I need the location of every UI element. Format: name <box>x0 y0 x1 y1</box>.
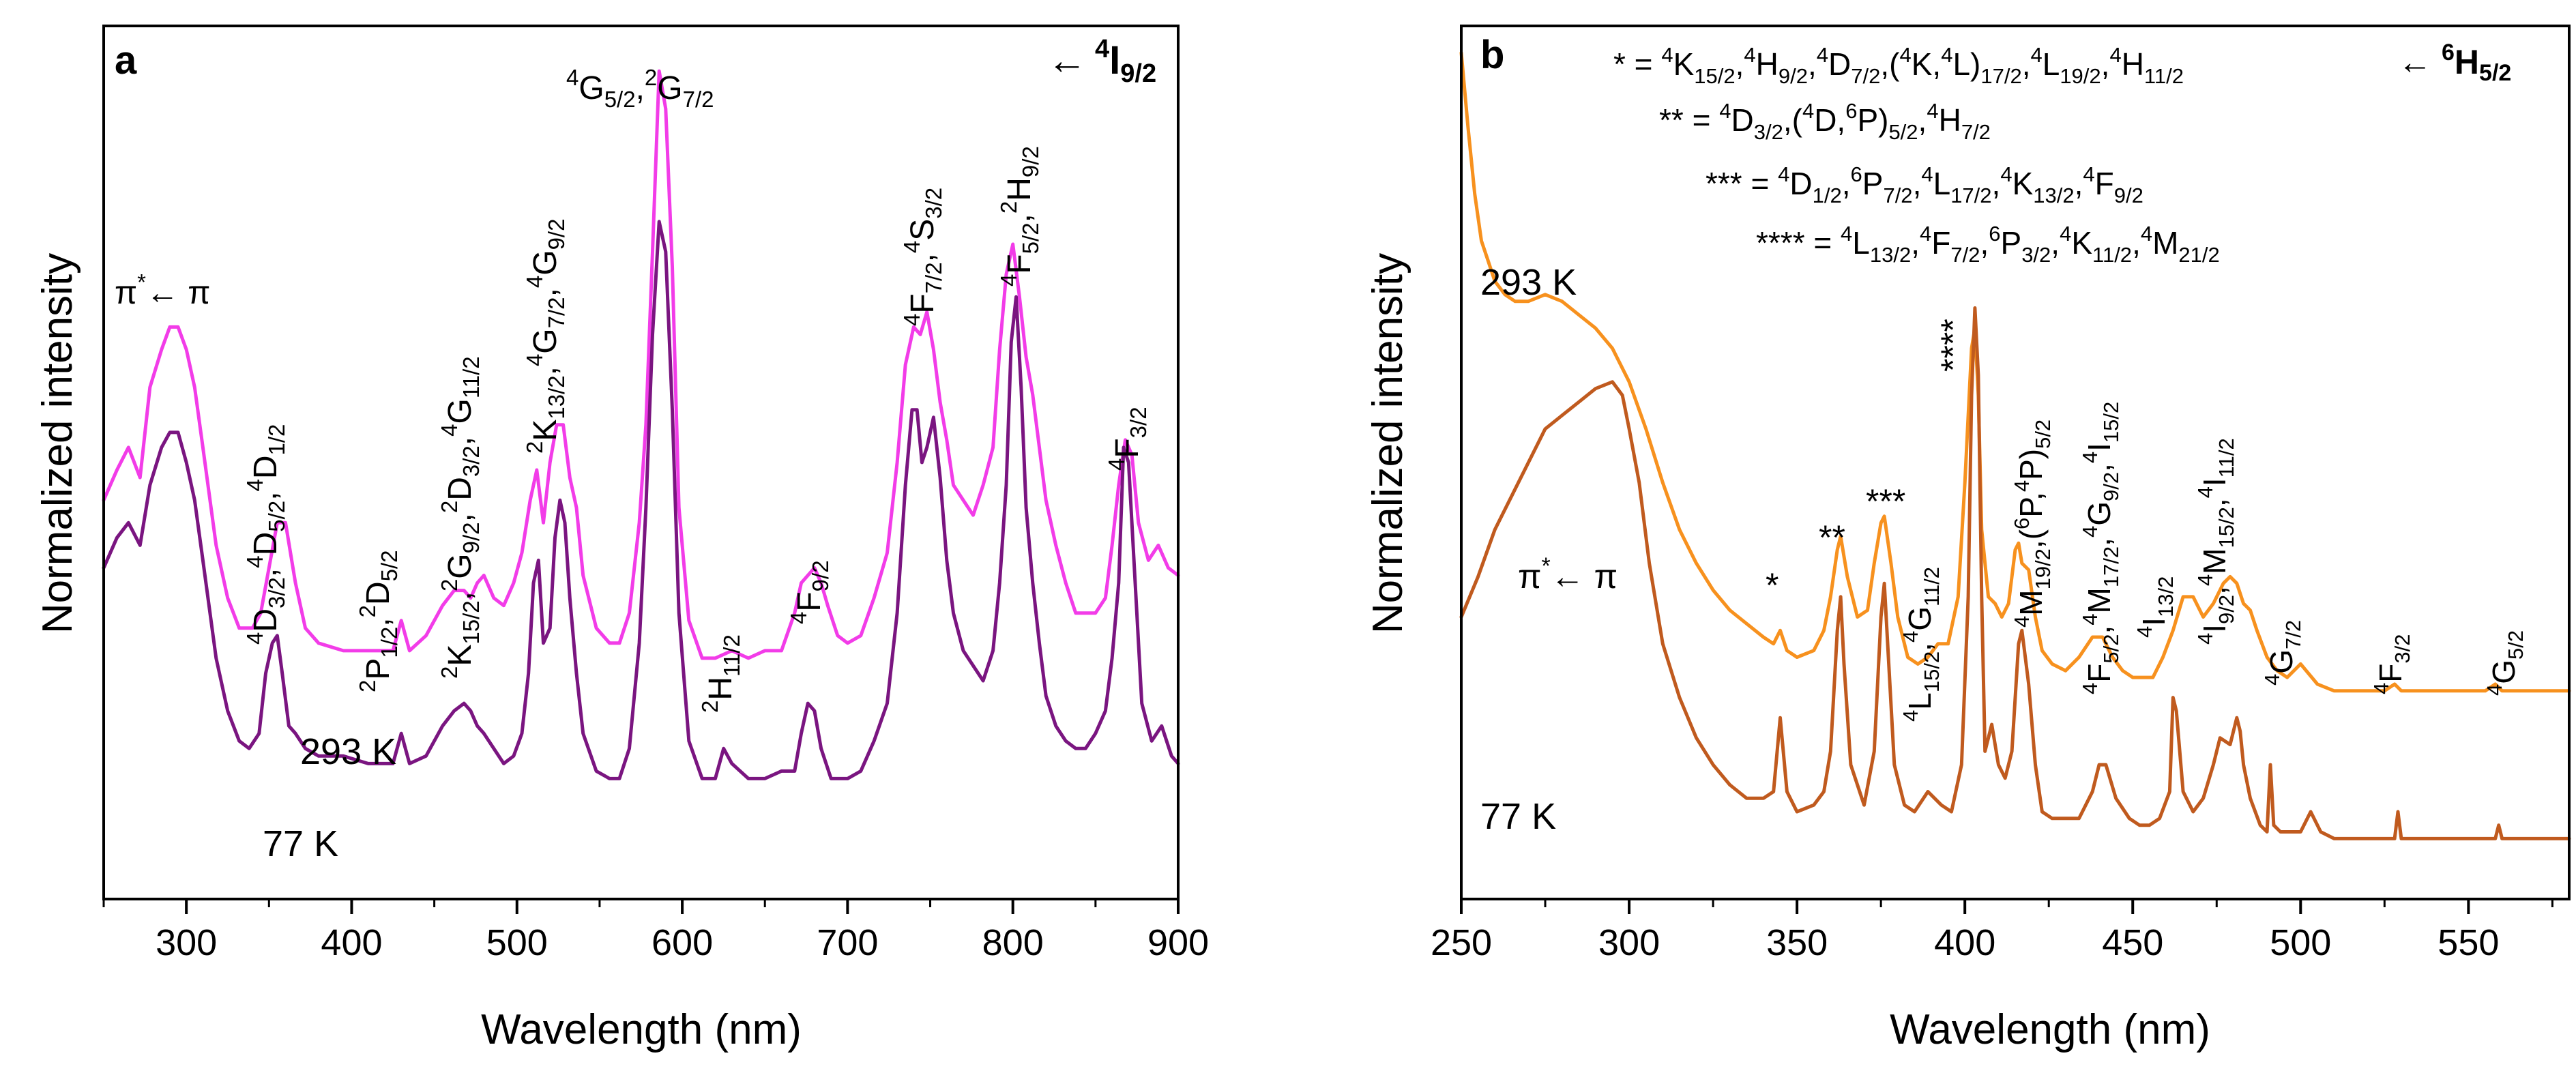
panel-b-legend-line-3: *** = 4D1/2,6P7/2,4L17/2,4K13/2,4F9/2 <box>1706 162 2143 207</box>
panel-b: b ← 6H5/2 250 300 350 400 450 500 550 293 K 77 … <box>1364 25 2571 1053</box>
panel-b-lines <box>1459 50 2571 840</box>
panel-b-xtick-label: 550 <box>2438 922 2499 963</box>
panel-a-label-h112: 2H11/2 <box>697 634 744 713</box>
panel-a-ylabel: Normalized intensity <box>34 253 81 634</box>
panel-b-label-s1: * <box>1766 566 1779 604</box>
panel-b-label-l152: 4L15/2,4G11/2 <box>1899 567 1944 722</box>
panel-a-legend-77k: 77 K <box>263 823 338 864</box>
panel-b-label-g52b: 4G5/2 <box>2483 630 2528 696</box>
panel-a-xtick-label: 500 <box>486 922 548 963</box>
panel-b-xtick-label: 500 <box>2270 922 2331 963</box>
panel-b-frame <box>1460 25 2571 900</box>
panel-b-label-f32b: 4F3/2 <box>2369 634 2414 694</box>
panel-a-label-f32: 4F3/2 <box>1104 407 1151 471</box>
panel-a-label-f72: 4F7/2,4S3/2 <box>899 188 946 326</box>
panel-a-xtick-label: 300 <box>156 922 217 963</box>
panel-b-xtick-label: 400 <box>1934 922 1995 963</box>
panel-b-ylabel: Normalized intensity <box>1364 253 1411 634</box>
panel-b-series-293-k <box>1459 50 2571 693</box>
panel-b-xlabel: Wavelength (nm) <box>1890 1006 2210 1053</box>
panel-a-xtick-label: 900 <box>1147 922 1209 963</box>
panel-b-legend-line-1: * = 4K15/2,4H9/2,4D7/2,(4K,4L)17/2,4L19/… <box>1613 43 2184 88</box>
panel-b-label-s2: ** <box>1819 518 1845 557</box>
panel-b-label-i92: 4I9/2,4M15/2,4I11/2 <box>2193 438 2238 645</box>
panel-b-star-legend: * = 4K15/2,4H9/2,4D7/2,(4K,4L)17/2,4L19/… <box>1613 43 2220 267</box>
panel-b-annotations: π*← π **********4L15/2,4G11/24M19/2,(6P,4… <box>1518 319 2528 722</box>
panel-b-label-g72: 4G7/2 <box>2260 620 2305 686</box>
panel-a-label-f92: 4F9/2 <box>786 560 833 624</box>
panel-a: a ← 4I9/2 300 400 500 600 700 800 900 293 K 77 … <box>34 25 1209 1053</box>
panel-a-xlabel: Wavelength (nm) <box>481 1006 802 1053</box>
panel-b-xtick-label: 300 <box>1598 922 1660 963</box>
panel-b-label-s4: **** <box>1934 319 1972 372</box>
panel-b-legend-293k: 293 K <box>1480 262 1577 303</box>
panel-a-frame <box>102 25 1180 900</box>
panel-a-xtick-label: 800 <box>982 922 1044 963</box>
panel-b-legend-line-4: **** = 4L13/2,4F7/2,6P3/2,4K11/2,4M21/2 <box>1756 222 2220 267</box>
panel-b-label-f52b: 4F5/2,4M17/2,4G9/2,4I15/2 <box>2078 402 2123 694</box>
panel-a-lines <box>102 69 1180 780</box>
panel-a-xtick-label: 600 <box>652 922 713 963</box>
panel-a-label-p12: 2P1/2,2D5/2 <box>355 550 402 693</box>
panel-b-xtick-label: 450 <box>2102 922 2163 963</box>
panel-a-label-g52: 4G5/2,2G7/2 <box>566 65 714 112</box>
panel-a-legend-293k: 293 K <box>300 731 396 772</box>
panel-b-axes: 250 300 350 400 450 500 550 <box>1431 25 2571 963</box>
panel-a-label-f52: 4F5/2,2H9/2 <box>996 146 1043 286</box>
panel-a-xtick-label: 700 <box>817 922 878 963</box>
panel-b-series-77-k <box>1459 306 2571 840</box>
panel-b-label-m192: 4M19/2,(6P,4P)5/2 <box>2010 420 2055 628</box>
panel-b-letter: b <box>1480 33 1504 77</box>
panel-b-xtick-label: 250 <box>1431 922 1492 963</box>
panel-a-transition: ← 4I9/2 <box>1047 35 1156 88</box>
panel-a-letter: a <box>115 38 137 83</box>
panel-a-series-293-k <box>102 69 1180 660</box>
panel-b-label-i132: 4I13/2 <box>2133 576 2178 638</box>
panel-a-series-77-k <box>102 220 1180 780</box>
panel-b-label-pi: π*← π <box>1518 553 1618 596</box>
panel-b-legend-77k: 77 K <box>1480 796 1556 837</box>
panel-a-axes: 300 400 500 600 700 800 900 <box>102 25 1209 963</box>
panel-a-xtick-label: 400 <box>321 922 382 963</box>
panel-b-xtick-label: 350 <box>1766 922 1828 963</box>
panel-a-label-k152: 2K15/2,2G9/2,2D3/2,4G11/2 <box>437 356 484 679</box>
panel-a-label-d32: 4D3/2,4D5/2,4D1/2 <box>242 424 289 645</box>
panel-b-transition: ← 6H5/2 <box>2398 40 2511 86</box>
panel-b-label-s3: *** <box>1866 482 1905 520</box>
panel-a-annotations: π*← π 4D3/2,4D5/2,4D1/2 2P1/2,2D5/2 2K15/2,… <box>115 65 1151 713</box>
panel-a-label-k132: 2K13/2,4G7/2,4G9/2 <box>522 219 569 454</box>
panel-b-legend-line-2: ** = 4D3/2,(4D,6P)5/2,4H7/2 <box>1659 99 1991 144</box>
panel-a-label-pi: π*← π <box>115 269 210 311</box>
